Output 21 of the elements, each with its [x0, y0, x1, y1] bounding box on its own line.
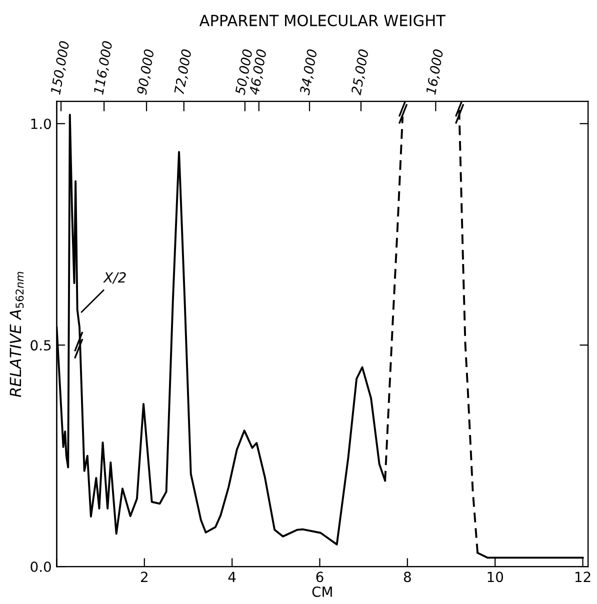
x-tick-label: 12 [575, 572, 590, 582]
x2-tick-label: 116,000 [93, 40, 114, 96]
x-tick-label: 10 [488, 572, 504, 582]
y-tick-label: 0.5 [30, 340, 51, 351]
x2-tick-label: 46,000 [248, 48, 268, 96]
annotation: X/2 [103, 272, 126, 284]
y-tick-label: 0.0 [30, 562, 51, 572]
x-tick-label: 2 [140, 572, 148, 582]
x2-tick-label: 90,000 [136, 48, 156, 96]
x2-tick-label: 34,000 [299, 48, 318, 96]
x-tick-label: 6 [316, 572, 324, 582]
y-tick-label: 1.0 [31, 118, 51, 130]
x2-axis-title: APPARENT MOLECULAR WEIGHT [199, 14, 446, 26]
y-axis-title: RELATIVE A$_{562nm}$ [10, 272, 24, 398]
x2-tick-label: 72,000 [174, 48, 193, 94]
x2-tick-label: 150,000 [50, 40, 71, 96]
x2-tick-label: 25,000 [350, 48, 370, 96]
x-tick-label: 4 [228, 572, 236, 582]
x-tick-label: 8 [404, 572, 411, 582]
x2-tick-label: 16,000 [426, 48, 445, 96]
x-axis-title: CM [312, 586, 332, 597]
